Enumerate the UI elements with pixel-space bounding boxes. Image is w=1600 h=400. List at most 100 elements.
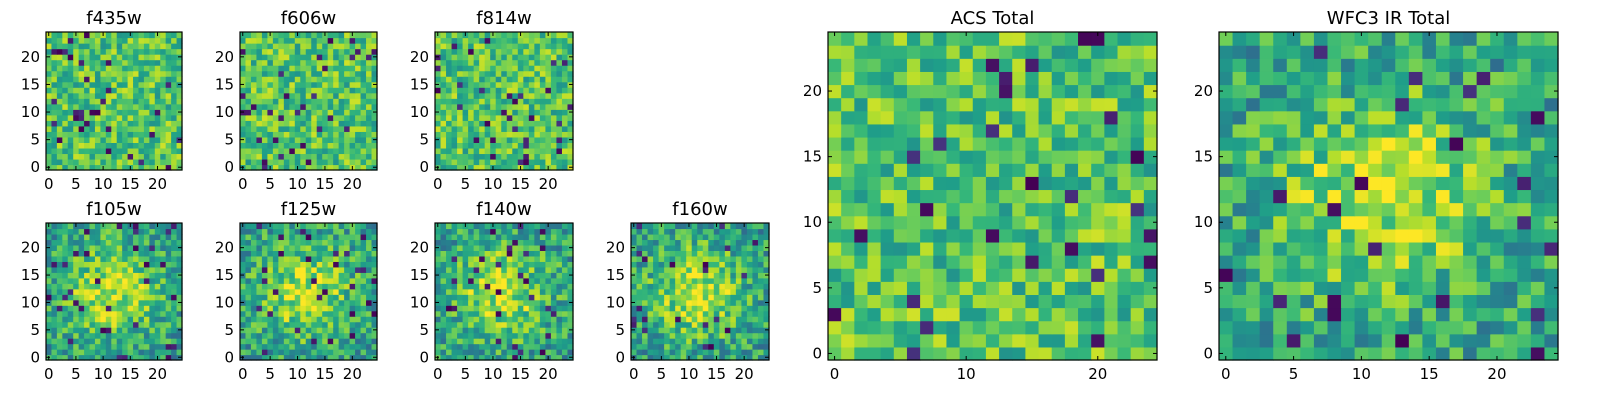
heatmap-cell bbox=[933, 346, 948, 361]
heatmap-cell bbox=[283, 65, 290, 72]
heatmap-cell bbox=[143, 43, 150, 50]
heatmap-cell bbox=[322, 349, 329, 356]
heatmap-cell bbox=[338, 255, 345, 262]
heatmap-cell bbox=[534, 32, 541, 39]
heatmap-cell bbox=[111, 136, 118, 143]
heatmap-cell bbox=[127, 142, 134, 149]
heatmap-cell bbox=[880, 255, 895, 269]
heatmap-cell bbox=[528, 48, 535, 55]
heatmap-cell bbox=[283, 321, 290, 328]
heatmap-cell bbox=[1025, 176, 1040, 191]
heatmap-cell bbox=[451, 283, 458, 290]
heatmap-cell bbox=[501, 283, 508, 290]
heatmap-cell bbox=[757, 299, 765, 306]
heatmap-cell bbox=[333, 338, 340, 345]
heatmap-cell bbox=[708, 250, 715, 257]
heatmap-cell bbox=[311, 316, 318, 323]
heatmap-cell bbox=[133, 354, 140, 361]
heatmap-cell bbox=[495, 261, 502, 268]
heatmap-cell bbox=[272, 142, 279, 149]
heatmap-cell bbox=[828, 346, 842, 361]
heatmap-cell bbox=[283, 125, 290, 132]
heatmap-cell bbox=[1012, 189, 1026, 204]
heatmap-cell bbox=[658, 310, 665, 317]
heatmap-cell bbox=[1104, 346, 1119, 361]
heatmap-cell bbox=[686, 233, 693, 241]
heatmap-cell bbox=[556, 164, 563, 171]
heatmap-cell bbox=[490, 59, 497, 66]
heatmap-cell bbox=[741, 283, 748, 290]
heatmap-cell bbox=[658, 244, 665, 251]
heatmap-cell bbox=[133, 277, 140, 284]
heatmap-cell bbox=[446, 114, 453, 121]
heatmap-cell bbox=[62, 233, 69, 241]
heatmap-cell bbox=[669, 239, 676, 246]
heatmap-cell bbox=[105, 332, 112, 339]
heatmap-cell bbox=[534, 277, 541, 284]
heatmap-cell bbox=[250, 228, 258, 235]
heatmap-cell bbox=[545, 153, 552, 160]
heatmap-cell bbox=[457, 103, 464, 110]
heatmap-cell bbox=[122, 283, 129, 290]
heatmap-cell bbox=[344, 125, 351, 132]
heatmap-cell bbox=[435, 142, 442, 149]
heatmap-cell bbox=[322, 261, 329, 268]
heatmap-cell bbox=[366, 316, 373, 323]
heatmap-cell bbox=[451, 32, 458, 39]
heatmap-cell bbox=[261, 305, 268, 312]
heatmap-cell bbox=[484, 294, 491, 301]
heatmap-cell bbox=[294, 131, 301, 138]
heatmap-cell bbox=[468, 32, 475, 39]
heatmap-cell bbox=[642, 349, 649, 356]
heatmap-cell bbox=[561, 81, 569, 88]
heatmap-cell bbox=[512, 233, 519, 241]
heatmap-cell bbox=[256, 32, 263, 39]
heatmap-cell bbox=[245, 294, 252, 301]
heatmap-cell bbox=[51, 142, 58, 149]
x-tick-label: 20 bbox=[343, 175, 362, 193]
heatmap-cell bbox=[327, 48, 334, 55]
heatmap-cell bbox=[322, 131, 329, 138]
heatmap-cell bbox=[149, 76, 156, 83]
heatmap-cell bbox=[73, 239, 80, 246]
heatmap-cell bbox=[484, 244, 491, 251]
heatmap-cell bbox=[735, 261, 742, 268]
heatmap-cell bbox=[567, 87, 574, 94]
heatmap-cell bbox=[344, 59, 351, 66]
heatmap-cell bbox=[746, 327, 754, 334]
heatmap-cell bbox=[561, 310, 569, 317]
heatmap-cell bbox=[84, 272, 91, 279]
heatmap-cell bbox=[111, 338, 118, 345]
heatmap-cell bbox=[360, 125, 367, 132]
heatmap-cell bbox=[708, 327, 715, 334]
heatmap-cell bbox=[636, 233, 643, 241]
heatmap-cell bbox=[658, 288, 665, 295]
heatmap-cell bbox=[56, 76, 63, 83]
heatmap-cell bbox=[479, 338, 486, 345]
heatmap-cell bbox=[46, 343, 53, 350]
heatmap-cell bbox=[1091, 202, 1105, 217]
heatmap-cell bbox=[713, 327, 720, 334]
heatmap-cell bbox=[680, 316, 687, 323]
heatmap-cell bbox=[506, 288, 513, 295]
heatmap-cell bbox=[122, 310, 129, 317]
heatmap-cell bbox=[972, 215, 987, 230]
heatmap-cell bbox=[84, 239, 91, 246]
heatmap-cell bbox=[267, 87, 274, 94]
heatmap-cell bbox=[333, 164, 340, 171]
heatmap-cell bbox=[56, 158, 63, 166]
heatmap-cell bbox=[67, 255, 74, 262]
heatmap-cell bbox=[653, 244, 660, 251]
heatmap-cell bbox=[561, 239, 569, 246]
heatmap-cell bbox=[78, 288, 85, 295]
heatmap-cell bbox=[763, 250, 770, 257]
heatmap-cell bbox=[517, 120, 524, 127]
heatmap-cell bbox=[680, 327, 687, 334]
heatmap-cell bbox=[267, 294, 274, 301]
heatmap-cell bbox=[561, 103, 569, 110]
heatmap-cell bbox=[73, 142, 80, 149]
heatmap-cell bbox=[517, 343, 524, 350]
heatmap-cell bbox=[528, 239, 535, 246]
heatmap-cell bbox=[440, 272, 447, 279]
heatmap-cell bbox=[451, 92, 458, 99]
